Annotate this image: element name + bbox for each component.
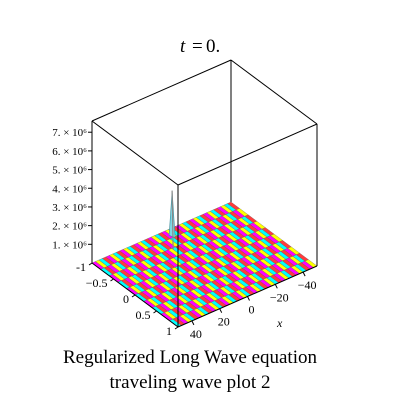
box-edge-top-front-left (91, 120, 179, 186)
y-axis: -1−0.5 0 0.5 1 (76, 260, 179, 338)
z-axis-tick-label: 4. × 10⁶ (52, 183, 87, 195)
x-axis-tick (191, 320, 195, 326)
title-variable: t (180, 36, 186, 57)
y-axis-tick (110, 278, 114, 282)
x-axis-tick (274, 284, 278, 289)
plot-title: t = 0. (180, 36, 220, 57)
x-axis-tick (247, 296, 250, 301)
z-axis-tick-label: 3. × 10⁶ (52, 202, 87, 214)
y-axis-tick-label: −0.5 (86, 276, 108, 290)
caption-line-1: Regularized Long Wave equation (63, 347, 318, 368)
caption-line-2: traveling wave plot 2 (110, 372, 271, 393)
y-axis-tick (174, 326, 179, 330)
x-axis-tick-label: −40 (298, 278, 317, 292)
y-axis-tick-label: 0 (123, 292, 129, 306)
bounding-box-front (91, 120, 318, 328)
box-edge-top-right (230, 59, 318, 125)
surface-plot (91, 190, 318, 328)
y-axis-tick-label: 0.5 (136, 308, 151, 322)
x-axis-tick (302, 271, 306, 277)
z-axis-tick-label: 5. × 10⁶ (52, 165, 87, 177)
x-axis-tick-label: 0 (249, 303, 255, 317)
x-axis-tick-label: 20 (218, 315, 230, 329)
z-axis: 1. × 10⁶ 2. × 10⁶ 3. × 10⁶ 4. × 10⁶ 5. × 10⁶… (52, 127, 92, 251)
x-axis-tick (219, 308, 223, 313)
bounding-box-back (91, 59, 318, 202)
x-axis-tick-label: −20 (270, 290, 289, 304)
z-axis-tick-label: 1. × 10⁶ (52, 239, 87, 251)
y-axis-tick (131, 294, 136, 298)
x-axis: 40 20 0 −20 −40 (190, 271, 317, 341)
x-axis-label: x (276, 316, 283, 330)
plot-caption: Regularized Long Wave equation traveling… (63, 347, 318, 393)
x-axis-tick-label: 40 (190, 327, 202, 341)
z-axis-tick-label: 7. × 10⁶ (52, 127, 87, 139)
title-value: 0. (206, 36, 220, 57)
box-edge-top-left (91, 59, 232, 122)
y-axis-tick-label: 1 (166, 324, 172, 338)
surface-spike-shadow (171, 190, 174, 250)
y-axis-tick (153, 310, 157, 314)
y-axis-tick (88, 262, 93, 266)
z-axis-tick-label: 6. × 10⁶ (52, 146, 87, 158)
y-axis-tick-label: -1 (76, 260, 86, 274)
box-edge-top-front-right (177, 123, 318, 186)
z-axis-tick-label: 2. × 10⁶ (52, 221, 87, 233)
title-equals: = (192, 36, 203, 57)
